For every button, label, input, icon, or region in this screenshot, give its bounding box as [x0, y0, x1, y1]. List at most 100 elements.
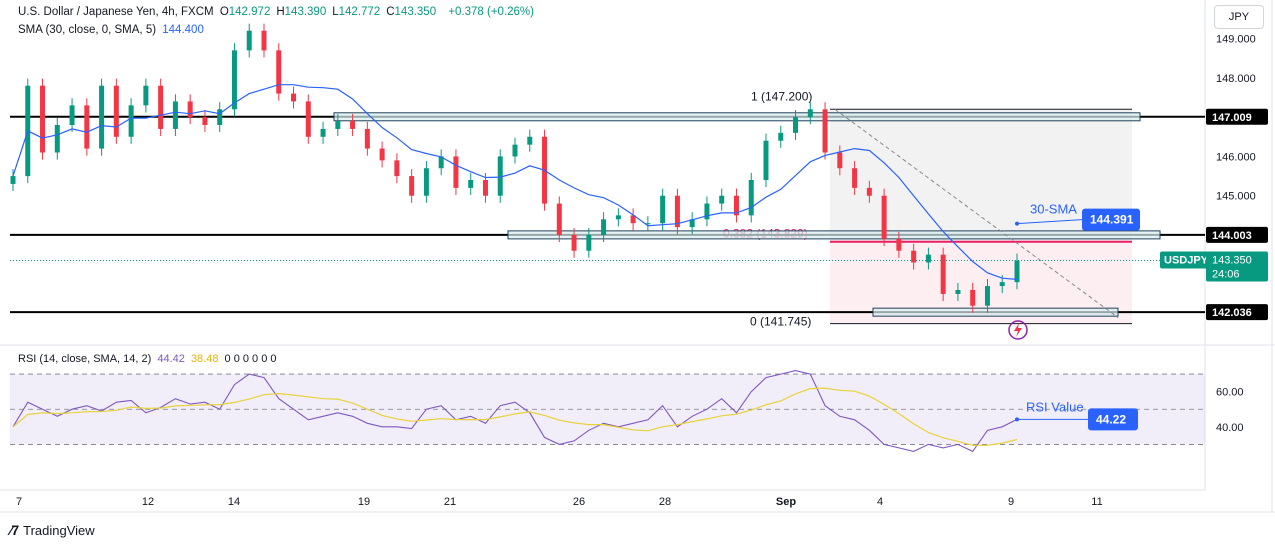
- rsi-line: [12, 370, 1018, 453]
- candle-body: [837, 152, 843, 169]
- ohlc-c: C143.350: [386, 6, 437, 18]
- tradingview-logo[interactable]: ⁄7 TradingView: [10, 522, 95, 538]
- lightning-icon: [1014, 323, 1022, 337]
- sma-callout-label: 30-SMA: [1030, 202, 1077, 217]
- candle-body: [674, 195, 680, 228]
- sma-callout-dot: [1015, 221, 1019, 226]
- rsi-tick-label: 40.00: [1216, 422, 1244, 434]
- ohlc-h: H143.390: [276, 6, 327, 18]
- y-tick-label: 146.000: [1216, 151, 1256, 163]
- candle-body: [822, 109, 828, 153]
- event-icon: [1008, 320, 1028, 340]
- candle-body: [778, 132, 784, 141]
- candle-body: [571, 235, 577, 251]
- current-price-text: 143.350: [1212, 255, 1252, 267]
- candle-body: [40, 85, 46, 153]
- candle-body: [719, 195, 725, 204]
- candle-body: [69, 105, 75, 125]
- candle-body: [586, 235, 592, 251]
- candle-body: [217, 109, 223, 125]
- x-tick-label: 4: [877, 496, 883, 508]
- countdown-text: 24:06: [1212, 269, 1240, 281]
- rsi-sma-value: 38.48: [190, 353, 219, 365]
- x-tick-label: Sep: [776, 496, 796, 508]
- level-price-tag: [1206, 108, 1268, 125]
- candle-body: [202, 117, 208, 125]
- chart-legend-main: U.S. Dollar / Japanese Yen, 4h, FXCM O14…: [18, 6, 537, 18]
- x-tick-label: 14: [228, 496, 240, 508]
- candle-body: [748, 180, 754, 216]
- candle-body: [497, 156, 503, 196]
- candle-body: [999, 282, 1005, 287]
- rsi-label: RSI (14, close, SMA, 14, 2): [18, 353, 152, 365]
- candle-body: [689, 219, 695, 228]
- rsi-callout-dot: [1015, 417, 1019, 422]
- candle-body: [925, 254, 931, 263]
- candle-body: [866, 187, 872, 196]
- sma-value: 144.400: [162, 24, 204, 36]
- candle-body: [158, 85, 164, 129]
- candle-body: [276, 50, 282, 94]
- candle-body: [99, 85, 105, 149]
- candle-body: [512, 144, 518, 157]
- branding-text: TradingView: [23, 522, 95, 538]
- level-price-tag: [1206, 226, 1268, 243]
- candle-body: [143, 85, 149, 106]
- candle-body: [852, 168, 858, 188]
- candle-body: [601, 219, 607, 235]
- rsi-callout-value: 44.22: [1096, 412, 1126, 426]
- y-tick-label: 149.000: [1216, 34, 1256, 46]
- candle-body: [453, 156, 459, 188]
- ohlc-l: L142.772: [332, 6, 381, 18]
- sma-callout-box: [1082, 208, 1140, 231]
- dashed-trendline: [834, 108, 1119, 318]
- tradingview-icon: ⁄7: [10, 522, 19, 538]
- candle-body: [896, 238, 902, 251]
- candle-body: [423, 168, 429, 196]
- candle-body: [291, 93, 297, 102]
- candle-body: [54, 125, 60, 153]
- rsi-legend: RSI (14, close, SMA, 14, 2) 44.42 38.48 …: [18, 353, 280, 365]
- candle-body: [970, 290, 976, 306]
- candle-body: [793, 117, 799, 133]
- x-tick-label: 12: [142, 496, 154, 508]
- candle-body: [955, 290, 961, 294]
- sma-label: SMA (30, close, 0, SMA, 5): [18, 24, 157, 36]
- x-tick-label: 26: [573, 496, 585, 508]
- level-price-text: 142.036: [1212, 307, 1252, 319]
- level-price-tag: [1206, 304, 1268, 321]
- current-price-tag: [1206, 251, 1268, 282]
- candle-body: [660, 195, 666, 224]
- candle-body: [379, 148, 385, 161]
- rsi-sma-line: [12, 387, 1018, 446]
- candle-body: [527, 136, 533, 145]
- candle-body: [187, 101, 193, 118]
- candle-body: [645, 223, 651, 225]
- candle-body: [261, 30, 267, 51]
- x-tick-label: 28: [659, 496, 671, 508]
- rsi-callout-box: [1088, 408, 1138, 431]
- candle-body: [881, 195, 887, 239]
- y-tick-label: 148.000: [1216, 73, 1256, 85]
- candle-body: [940, 254, 946, 294]
- candle-body: [733, 195, 739, 216]
- price-change: +0.378 (+0.26%): [448, 6, 534, 18]
- x-tick-label: 7: [16, 496, 22, 508]
- level-zone-box: [872, 307, 1119, 317]
- x-tick-label: 21: [444, 496, 456, 508]
- fib-label-1: 1 (147.200): [751, 89, 812, 103]
- candle-body: [630, 215, 636, 224]
- level-price-text: 144.003: [1212, 230, 1252, 242]
- sma-callout-line: [1016, 219, 1083, 225]
- fib-label-0: 0 (141.745): [750, 315, 811, 329]
- level-zone-box: [507, 230, 1161, 240]
- level-price-text: 147.009: [1212, 112, 1252, 124]
- symbol-tag-text: USDJPY: [1164, 255, 1209, 267]
- sma-callout-value: 144.391: [1090, 213, 1134, 227]
- candle-body: [615, 215, 621, 220]
- candle-body: [984, 286, 990, 306]
- currency-button[interactable]: JPY: [1214, 5, 1264, 29]
- candle-body: [807, 109, 813, 118]
- ohlc-o: O142.972: [219, 6, 271, 18]
